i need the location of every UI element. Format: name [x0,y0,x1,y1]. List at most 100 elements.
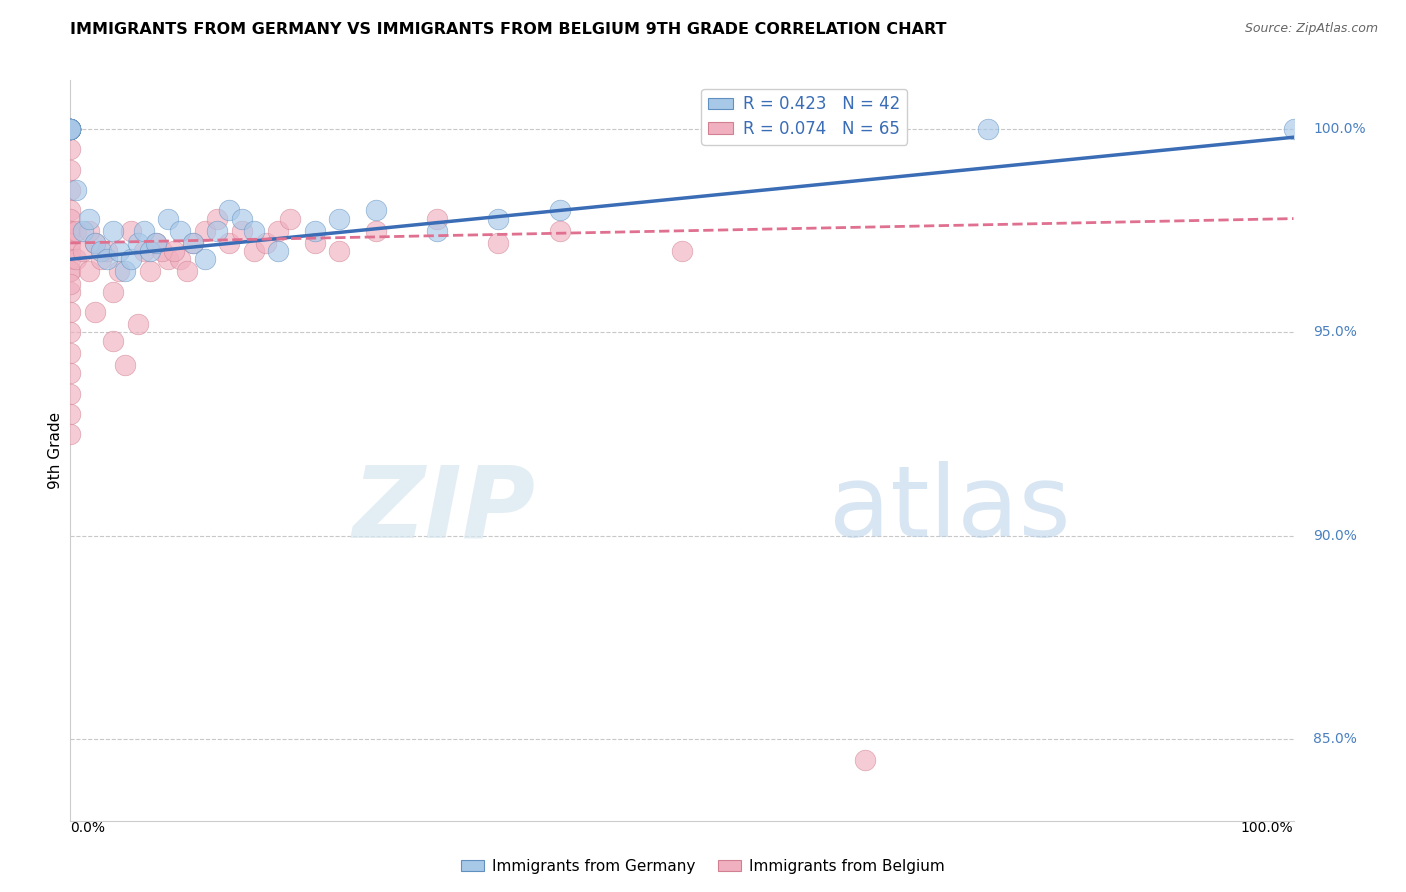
Point [267,224,290,238]
Legend: R = 0.423   N = 42, R = 0.074   N = 65: R = 0.423 N = 42, R = 0.074 N = 65 [702,88,907,145]
Point [83,235,105,250]
Point [855,753,877,767]
Point [127,235,149,250]
Point [671,244,693,259]
Point [169,252,191,267]
Point [59,122,82,136]
Text: IMMIGRANTS FROM GERMANY VS IMMIGRANTS FROM BELGIUM 9TH GRADE CORRELATION CHART: IMMIGRANTS FROM GERMANY VS IMMIGRANTS FR… [70,22,946,37]
Y-axis label: 9th Grade: 9th Grade [48,412,63,489]
Point [304,235,326,250]
Point [59,407,82,421]
Point [150,244,173,259]
Text: 85.0%: 85.0% [1313,732,1357,747]
Point [366,203,388,218]
Point [169,224,191,238]
Point [59,285,82,299]
Point [163,244,186,259]
Point [181,235,204,250]
Point [59,143,82,157]
Point [139,244,162,259]
Point [132,224,155,238]
Point [304,224,326,238]
Point [114,264,136,278]
Text: 100.0%: 100.0% [1241,821,1294,835]
Point [426,211,449,226]
Point [59,346,82,360]
Point [157,252,180,267]
Point [366,224,388,238]
Point [426,224,449,238]
Point [65,183,87,197]
Point [548,224,571,238]
Point [194,252,217,267]
Point [59,326,82,340]
Point [59,305,82,319]
Point [127,318,149,332]
Point [145,235,167,250]
Point [59,203,82,218]
Point [59,122,82,136]
Point [72,224,94,238]
Point [59,122,82,136]
Point [157,211,180,226]
Point [108,244,131,259]
Point [59,252,82,267]
Point [328,244,350,259]
Point [101,285,124,299]
Point [488,235,510,250]
Point [59,224,82,238]
Point [218,203,240,218]
Point [96,244,118,259]
Point [59,386,82,401]
Point [101,334,124,348]
Point [90,252,112,267]
Point [77,224,100,238]
Point [59,122,82,136]
Text: 90.0%: 90.0% [1313,529,1357,543]
Point [59,122,82,136]
Point [90,244,112,259]
Legend: Immigrants from Germany, Immigrants from Belgium: Immigrants from Germany, Immigrants from… [456,853,950,880]
Point [65,252,87,267]
Point [114,358,136,372]
Point [121,252,143,267]
Point [181,235,204,250]
Point [59,427,82,442]
Point [59,211,82,226]
Point [59,183,82,197]
Point [59,162,82,177]
Point [83,305,105,319]
Point [231,224,253,238]
Point [59,366,82,380]
Point [145,235,167,250]
Point [488,211,510,226]
Point [77,211,100,226]
Point [231,211,253,226]
Point [59,122,82,136]
Point [59,122,82,136]
Point [96,252,118,267]
Point [176,264,198,278]
Text: Source: ZipAtlas.com: Source: ZipAtlas.com [1244,22,1378,36]
Point [59,244,82,259]
Point [59,264,82,278]
Point [280,211,302,226]
Point [59,122,82,136]
Point [254,235,277,250]
Point [1282,122,1305,136]
Point [548,203,571,218]
Point [139,264,162,278]
Point [59,122,82,136]
Text: 0.0%: 0.0% [70,821,105,835]
Text: ZIP: ZIP [352,461,536,558]
Point [59,224,82,238]
Point [59,264,82,278]
Point [59,122,82,136]
Point [121,224,143,238]
Point [59,122,82,136]
Point [243,244,266,259]
Point [77,264,100,278]
Point [132,244,155,259]
Point [59,122,82,136]
Point [59,122,82,136]
